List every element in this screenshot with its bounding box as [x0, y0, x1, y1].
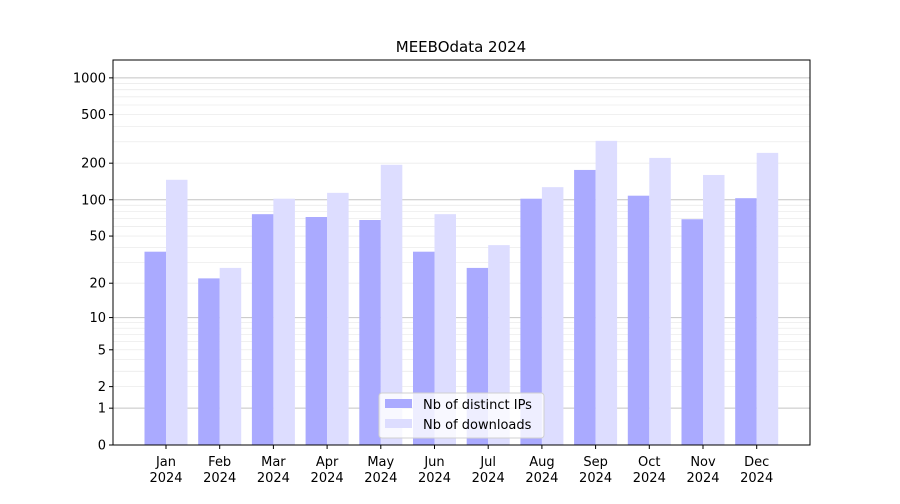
legend-box	[378, 392, 545, 439]
bar-downloads	[273, 198, 295, 445]
legend-label: Nb of distinct IPs	[423, 398, 532, 413]
bar-downloads	[380, 164, 403, 445]
bar-downloads	[166, 179, 188, 445]
x-tick-label: Mar 2024	[257, 455, 290, 486]
y-tick-label: 50	[89, 230, 106, 245]
x-axis: Jan 2024 Feb 2024 Mar 2024 Apr 2024 May 2024 Jun 20…	[149, 445, 773, 486]
bar-distinct-ips	[627, 195, 650, 445]
y-tick-label: 10	[89, 311, 106, 326]
bar-distinct-ips	[251, 214, 274, 445]
bar-distinct-ips	[520, 198, 542, 445]
bar-distinct-ips	[681, 219, 703, 445]
x-tick-label: Jan 2024	[149, 455, 182, 486]
x-tick-label: May 2024	[364, 455, 397, 486]
x-tick-label: Nov 2024	[686, 455, 719, 486]
y-axis: 0 1 2 5 10 20 50 100 200 500 1000	[73, 71, 113, 454]
plot-frame	[112, 59, 811, 446]
bar-distinct-ips	[735, 198, 757, 445]
y-tick-label: 5	[98, 343, 106, 358]
chart-title: MEEBOdata 2024	[396, 38, 526, 56]
x-tick-label: Jun 2024	[418, 455, 451, 486]
bars	[144, 140, 779, 446]
bar-distinct-ips	[359, 219, 381, 445]
x-tick-label: Feb 2024	[203, 455, 236, 486]
y-tick-label: 20	[89, 277, 106, 292]
bar-distinct-ips	[144, 251, 166, 445]
bar-downloads	[756, 152, 779, 445]
legend-swatch	[385, 399, 412, 408]
y-tick-label: 500	[81, 108, 106, 123]
legend-label: Nb of downloads	[423, 418, 532, 433]
y-tick-label: 1	[98, 402, 106, 417]
bar-distinct-ips	[198, 278, 220, 445]
x-tick-label: Oct 2024	[633, 455, 666, 486]
y-tick-label: 100	[81, 193, 106, 208]
y-tick-label: 2	[98, 380, 106, 395]
bar-distinct-ips	[574, 169, 596, 445]
bar-downloads	[595, 140, 618, 445]
bar-downloads	[327, 192, 349, 445]
y-tick-label: 200	[81, 157, 106, 172]
bar-distinct-ips	[305, 217, 328, 445]
y-tick-label: 0	[98, 439, 106, 454]
bar-downloads	[434, 214, 456, 445]
bar-downloads	[541, 187, 564, 445]
x-tick-label: Jul 2024	[472, 455, 505, 486]
x-tick-label: Aug 2024	[525, 455, 558, 486]
y-tick-label: 1000	[73, 71, 106, 86]
x-tick-label: Sep 2024	[579, 455, 612, 486]
legend: Nb of distinct IPs Nb of downloads	[378, 392, 545, 439]
legend-swatch	[385, 419, 412, 428]
bar-downloads	[703, 174, 725, 445]
bar-downloads	[649, 157, 671, 446]
x-tick-label: Dec 2024	[740, 455, 773, 486]
bar-downloads	[219, 267, 242, 445]
x-tick-label: Apr 2024	[311, 455, 344, 486]
